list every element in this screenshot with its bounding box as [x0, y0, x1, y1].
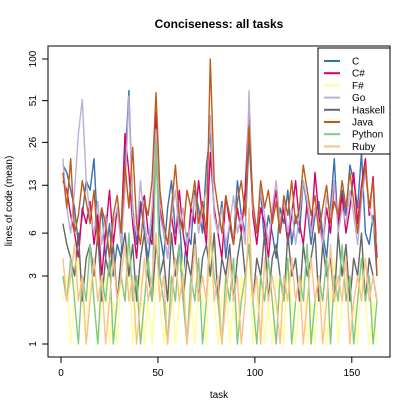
y-tick-label: 13	[28, 179, 39, 191]
y-tick-label: 26	[28, 136, 39, 148]
chart-title: Conciseness: all tasks	[155, 17, 284, 31]
legend-label: C	[352, 57, 359, 68]
x-axis-label: task	[210, 390, 229, 401]
legend-label: Python	[352, 130, 383, 141]
legend-box	[317, 47, 391, 155]
legend-label: Go	[352, 93, 366, 104]
series-layer	[62, 58, 378, 345]
y-axis-label: lines of code (mean)	[4, 156, 15, 247]
legend-label: Ruby	[352, 142, 375, 153]
series-line-java	[62, 58, 378, 277]
y-tick-label: 6	[28, 230, 39, 236]
legend-label: Haskell	[352, 105, 385, 116]
series-line-ruby	[62, 207, 378, 345]
y-tick-label: 1	[28, 341, 39, 347]
y-tick-label: 51	[28, 95, 39, 107]
x-tick-label: 50	[152, 368, 164, 379]
x-tick-label: 0	[58, 368, 64, 379]
plot-frame	[47, 45, 391, 358]
legend-label: C#	[352, 69, 365, 80]
legend-label: Java	[352, 118, 374, 129]
x-tick-label: 100	[247, 368, 264, 379]
y-tick-label: 100	[28, 50, 39, 67]
legend-label: F#	[352, 81, 364, 92]
series-line-python	[62, 141, 378, 345]
y-tick-label: 3	[28, 273, 39, 279]
x-tick-label: 150	[343, 368, 360, 379]
